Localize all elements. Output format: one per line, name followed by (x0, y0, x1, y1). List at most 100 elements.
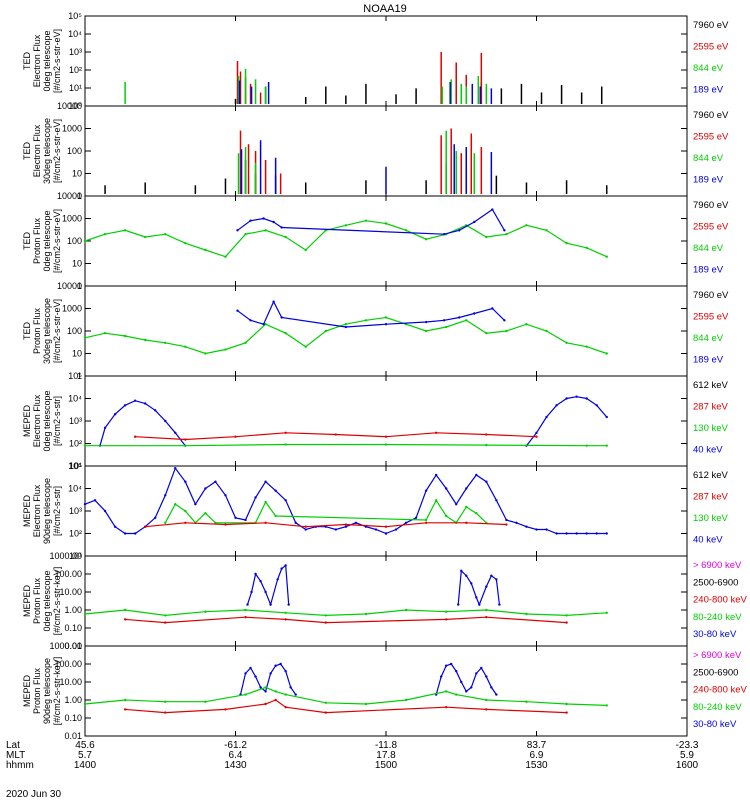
data-point (495, 499, 498, 502)
legend-entry: 612 keV (693, 380, 729, 391)
data-point (525, 323, 528, 326)
data-point (470, 582, 473, 585)
x-tick-label: -61.2 (224, 740, 247, 751)
data-point (234, 435, 237, 438)
data-point (545, 329, 548, 333)
data-point (404, 521, 408, 524)
data-point (164, 233, 167, 236)
data-point (505, 233, 508, 236)
figure-title: NOAA19 (363, 3, 406, 15)
panel-6: 10¹ 10² 10³ 10⁴ 10⁵ MEPED Electron Flux 90deg t… (22, 461, 729, 561)
data-point (83, 702, 87, 706)
data-point (103, 509, 107, 513)
legend-entry: 612 keV (693, 470, 729, 481)
data-point (264, 702, 267, 706)
data-point (595, 404, 598, 407)
y-tick-label: 10.00 (59, 587, 82, 597)
panel-frame (84, 645, 688, 737)
data-point (234, 516, 237, 519)
data-point (249, 319, 252, 322)
data-point (344, 525, 348, 528)
y-axis-label: Proton Flux (32, 217, 42, 264)
data-point (384, 222, 388, 225)
y-axis-label: Electron Flux (32, 484, 42, 537)
data-point (83, 336, 87, 339)
data-point (250, 590, 253, 594)
y-axis-label: [#/cm2-s-str-eV] (52, 209, 62, 273)
data-point (445, 664, 448, 667)
data-point (284, 431, 287, 434)
y-axis-label: MEPED (22, 675, 32, 708)
data-point (575, 532, 578, 535)
legend-entry: 287 keV (693, 401, 729, 412)
x-tick-label: 5.9 (680, 750, 694, 761)
data-point (164, 700, 167, 703)
data-point (274, 489, 277, 492)
data-point (284, 499, 287, 502)
data-point (184, 521, 187, 524)
data-point (144, 338, 147, 342)
data-point (565, 711, 568, 714)
data-point (324, 701, 327, 704)
data-point (565, 532, 568, 535)
legend-entry: 189 eV (693, 264, 724, 275)
legend-entry: 80-240 keV (693, 702, 742, 713)
y-axis-label: [#/cm2-s-str-eV] (52, 29, 62, 93)
data-point (434, 473, 438, 477)
legend-entry: 130 keV (693, 513, 729, 524)
panel-frame (84, 195, 688, 287)
data-point (505, 329, 508, 333)
data-point (465, 505, 468, 509)
legend-entry: 40 keV (693, 444, 723, 455)
legend-entry: 2595 eV (693, 41, 729, 52)
data-point (445, 325, 448, 329)
data-point (565, 621, 568, 624)
data-point (555, 404, 558, 407)
x-tick-label: 6.4 (229, 750, 243, 761)
data-point (445, 618, 448, 621)
data-point (204, 610, 207, 613)
x-row-label: MLT (6, 750, 25, 761)
data-point (525, 224, 528, 227)
data-point (214, 521, 217, 524)
data-point (384, 435, 388, 438)
series-line (239, 663, 297, 695)
y-tick-label: 0.01 (64, 641, 82, 651)
data-point (164, 494, 167, 497)
legend-entry: 844 eV (693, 63, 724, 74)
data-point (585, 397, 588, 400)
legend-entry: 40 keV (693, 534, 723, 545)
legend-entry: 80-240 keV (693, 612, 742, 623)
data-point (525, 700, 528, 703)
data-point (174, 503, 177, 506)
data-point (224, 348, 227, 351)
y-axis-label: 0deg telescope (42, 390, 52, 451)
data-point (535, 435, 538, 438)
y-tick-label: 0.10 (64, 623, 82, 633)
y-axis-label: TED (22, 321, 32, 340)
data-point (585, 444, 588, 447)
y-tick-label: 1 (77, 191, 82, 201)
legend-entry: 2500-6900 (693, 577, 738, 588)
data-point (133, 399, 137, 402)
y-tick-label: 10000 (57, 191, 82, 201)
data-point (374, 528, 378, 531)
data-point (485, 615, 488, 619)
data-point (384, 323, 388, 326)
y-tick-label: 1000 (62, 214, 82, 224)
data-point (289, 686, 292, 689)
data-point (535, 528, 538, 531)
data-point (133, 435, 137, 438)
data-point (204, 248, 207, 252)
y-axis-label: TED (22, 51, 32, 70)
data-point (123, 708, 127, 711)
data-point (445, 487, 448, 490)
data-point (460, 680, 463, 684)
legend-entry: 7960 eV (693, 290, 729, 301)
legend-entry: 189 eV (693, 354, 724, 365)
data-point (545, 528, 548, 531)
data-point (284, 693, 287, 696)
y-tick-label: 10⁴ (68, 394, 82, 404)
y-axis-label: 0deg telescope (42, 30, 52, 91)
